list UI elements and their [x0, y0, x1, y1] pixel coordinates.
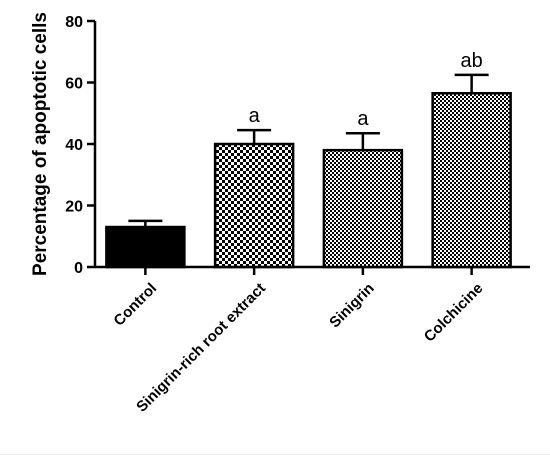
significance-label: a: [249, 105, 261, 127]
y-tick-label: 20: [65, 199, 83, 216]
bar: [322, 148, 404, 269]
bar: [431, 92, 512, 269]
y-tick-label: 60: [65, 76, 83, 93]
significance-label: ab: [461, 50, 483, 72]
x-tick-label: Colchicine: [421, 280, 487, 346]
x-tick-label: Sinigrin: [326, 280, 378, 332]
y-axis-label: Percentage of apoptotic cells: [30, 12, 51, 276]
y-tick-label: 0: [74, 260, 83, 277]
y-tick-label: 40: [65, 137, 83, 154]
y-tick-label: 80: [65, 14, 83, 31]
significance-label: a: [357, 108, 369, 130]
bar: [105, 225, 186, 269]
y-axis-ticks: 0 20 40 60 80: [65, 14, 95, 277]
bar: [213, 142, 295, 269]
bars: a a ab: [105, 50, 512, 269]
x-tick-label: Control: [110, 280, 160, 330]
x-tick-label: Sinigrin-rich root extract: [133, 280, 269, 416]
bottom-divider: [0, 454, 550, 455]
